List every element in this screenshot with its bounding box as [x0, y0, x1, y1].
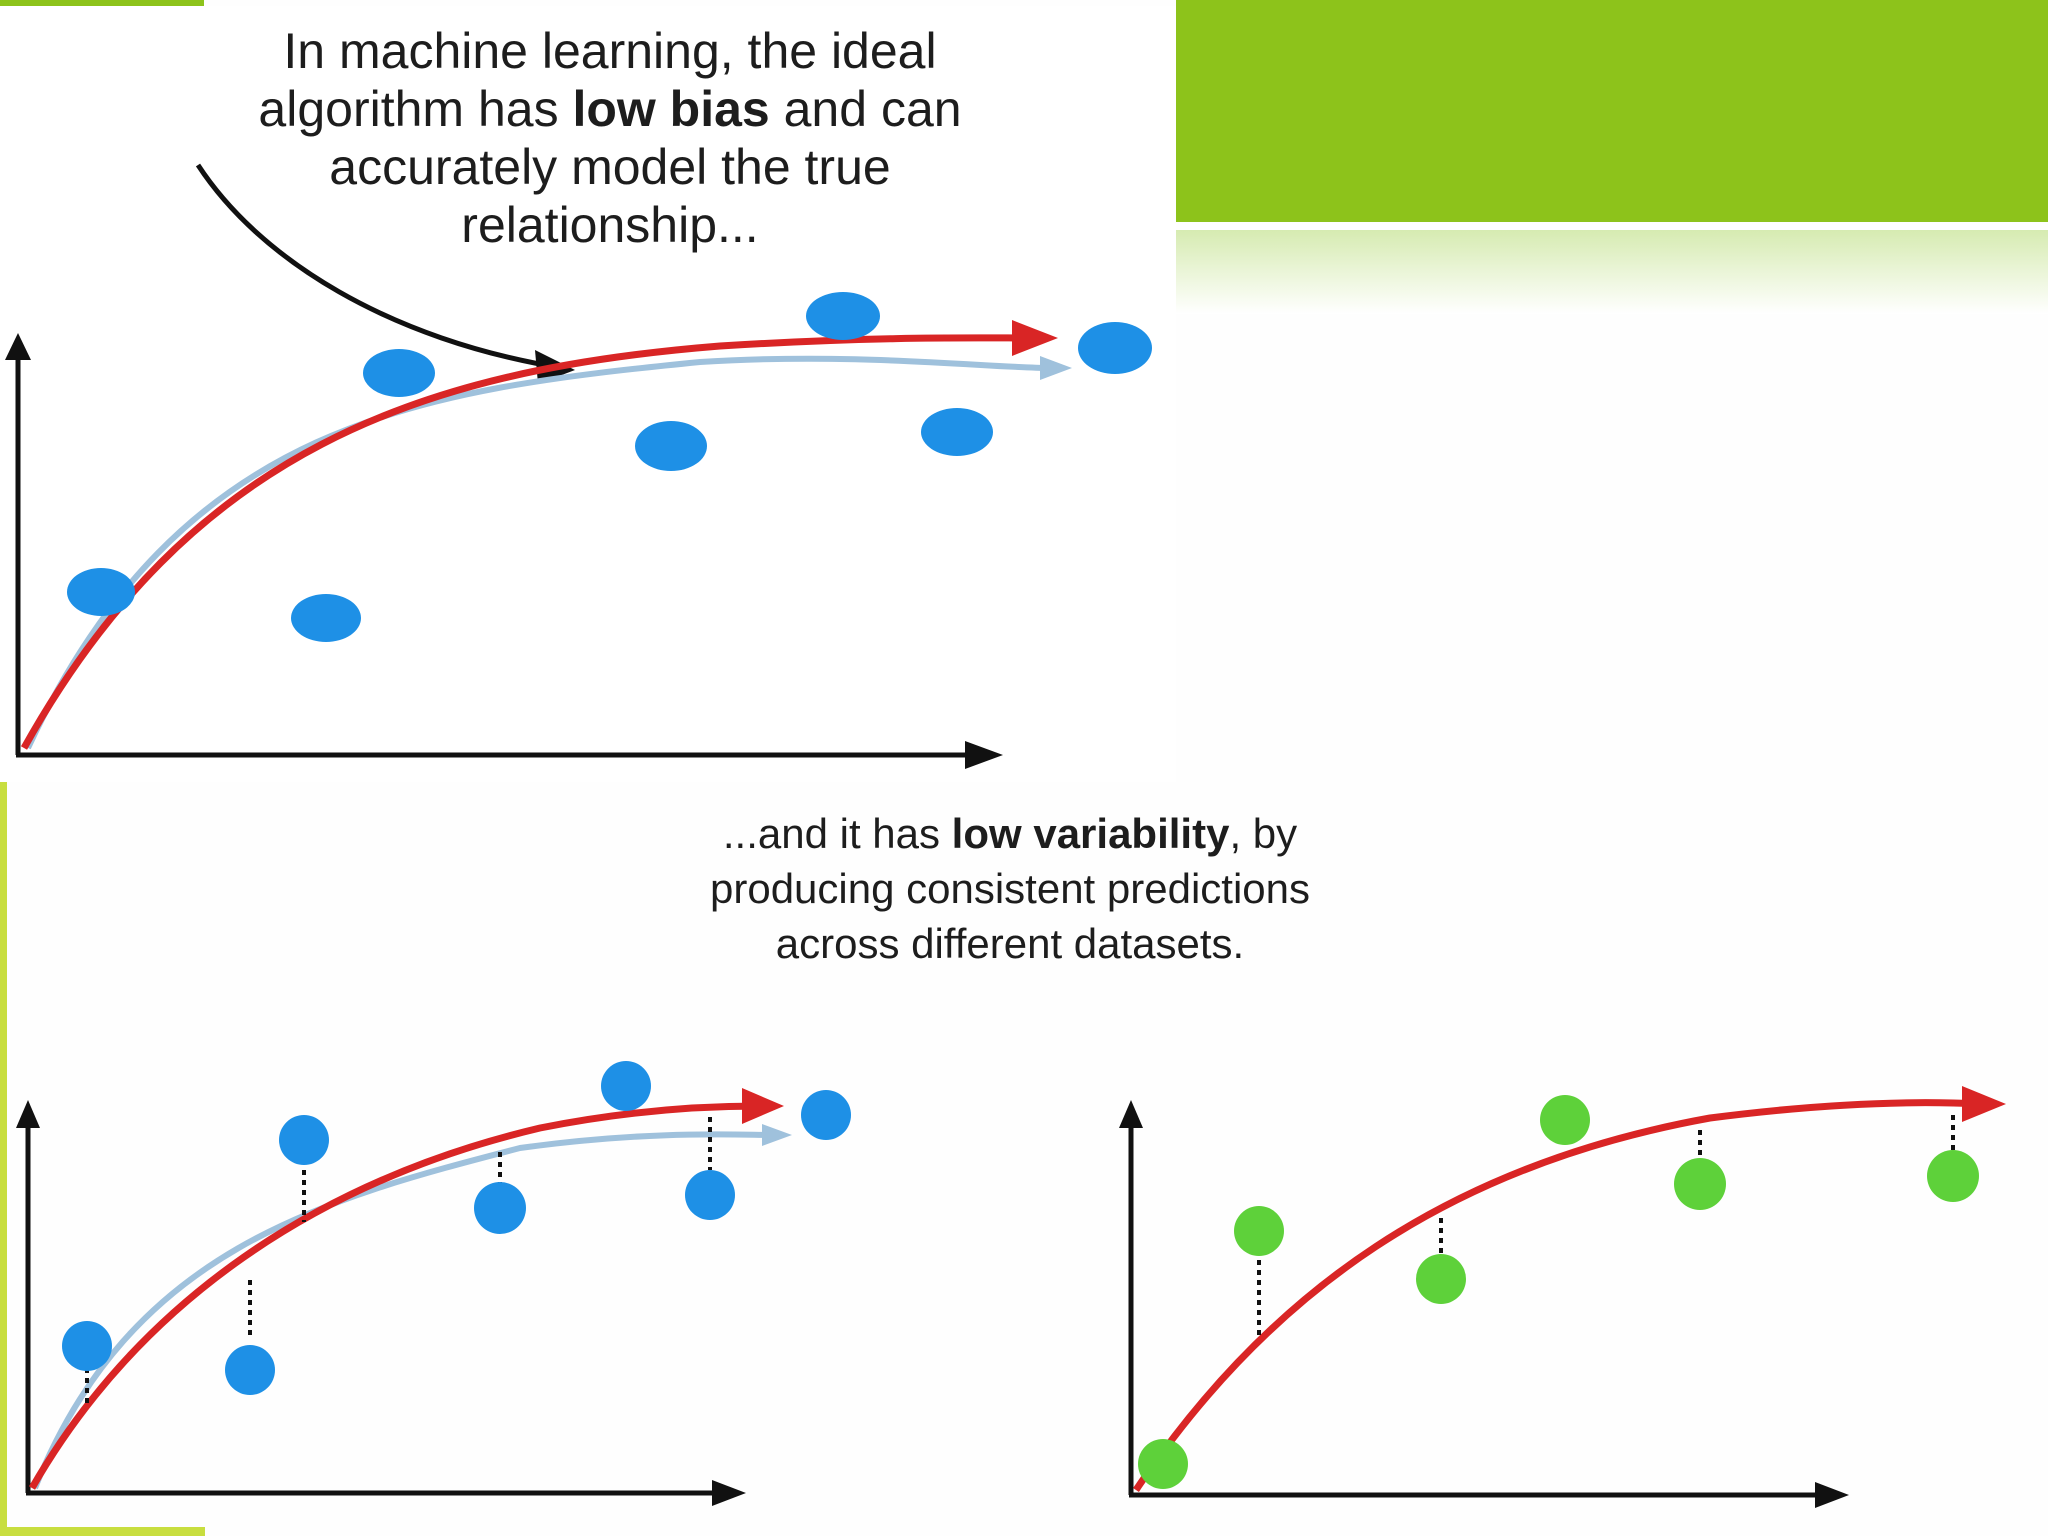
caption-text: , by — [1229, 810, 1298, 857]
caption-bold-text: low variability — [951, 810, 1230, 857]
data-point — [363, 349, 435, 397]
accent-band-thin — [0, 0, 204, 6]
caption-bold-text: low bias — [572, 81, 770, 137]
figure-panel — [0, 6, 1176, 782]
y-axis-arrow-head — [1119, 1100, 1143, 1128]
data-point — [279, 1115, 329, 1165]
caption-text: producing consistent predictions — [709, 865, 1311, 912]
data-point — [1138, 1439, 1188, 1489]
y-axis-arrow-head — [5, 333, 31, 360]
fit-curve — [1133, 1099, 1981, 1492]
caption-text: In machine learning, the ideal — [283, 23, 937, 79]
data-point — [291, 594, 361, 642]
fit-curve — [20, 334, 1031, 750]
plot-bottom-left — [16, 1061, 851, 1506]
data-point — [1416, 1254, 1466, 1304]
caption-text: accurately model the true — [329, 139, 891, 195]
data-point — [1927, 1150, 1979, 1202]
data-point — [635, 421, 707, 471]
data-point — [62, 1321, 112, 1371]
caption-line: In machine learning, the ideal — [110, 22, 1110, 80]
data-point — [1540, 1095, 1590, 1145]
data-point — [225, 1345, 275, 1395]
caption-text: ...and it has — [722, 810, 952, 857]
caption-line: producing consistent predictions — [560, 861, 1460, 916]
fit-curve-arrow-head — [1962, 1086, 2006, 1122]
caption-line: algorithm has low bias and can — [110, 80, 1110, 138]
data-point — [474, 1182, 526, 1234]
plot-top — [5, 163, 1152, 769]
data-point — [1078, 322, 1152, 374]
accent-band — [1176, 0, 2048, 222]
y-axis-arrow-head — [16, 1100, 40, 1128]
caption-low-bias: In machine learning, the ideal algorithm… — [110, 22, 1110, 254]
data-point — [685, 1170, 735, 1220]
data-point — [1234, 1206, 1284, 1256]
true-relationship-curve — [25, 355, 1051, 750]
data-point — [601, 1061, 651, 1111]
fit-curve-arrow-head — [1012, 320, 1058, 356]
true-curve-arrow-head — [762, 1124, 792, 1146]
callout-arrow — [195, 163, 563, 371]
true-relationship-curve — [32, 1131, 771, 1490]
caption-line: ...and it has low variability, by — [560, 806, 1460, 861]
caption-text: and can — [769, 81, 962, 137]
accent-left-strip — [0, 782, 7, 1536]
caption-line: accurately model the true — [110, 138, 1110, 196]
caption-line: relationship... — [110, 196, 1110, 254]
true-curve-arrow-head — [1040, 356, 1072, 380]
caption-text: algorithm has — [258, 81, 573, 137]
fit-curve-arrow-head — [742, 1088, 784, 1124]
accent-bottom-strip — [0, 1527, 205, 1536]
caption-text: relationship... — [461, 197, 759, 253]
x-axis-arrow-head — [712, 1480, 746, 1506]
x-axis-arrow-head — [965, 741, 1003, 769]
accent-band-fade — [1176, 230, 2048, 314]
data-point — [921, 408, 993, 456]
data-point — [801, 1090, 851, 1140]
fit-curve — [28, 1102, 761, 1490]
plot-bottom-right — [1119, 1086, 2006, 1508]
caption-low-variability: ...and it has low variability, by produc… — [560, 806, 1460, 971]
data-point — [1674, 1158, 1726, 1210]
data-point — [67, 568, 135, 616]
caption-text: across different datasets. — [775, 920, 1245, 967]
x-axis-arrow-head — [1815, 1482, 1849, 1508]
data-point — [806, 292, 880, 340]
caption-line: across different datasets. — [560, 916, 1460, 971]
